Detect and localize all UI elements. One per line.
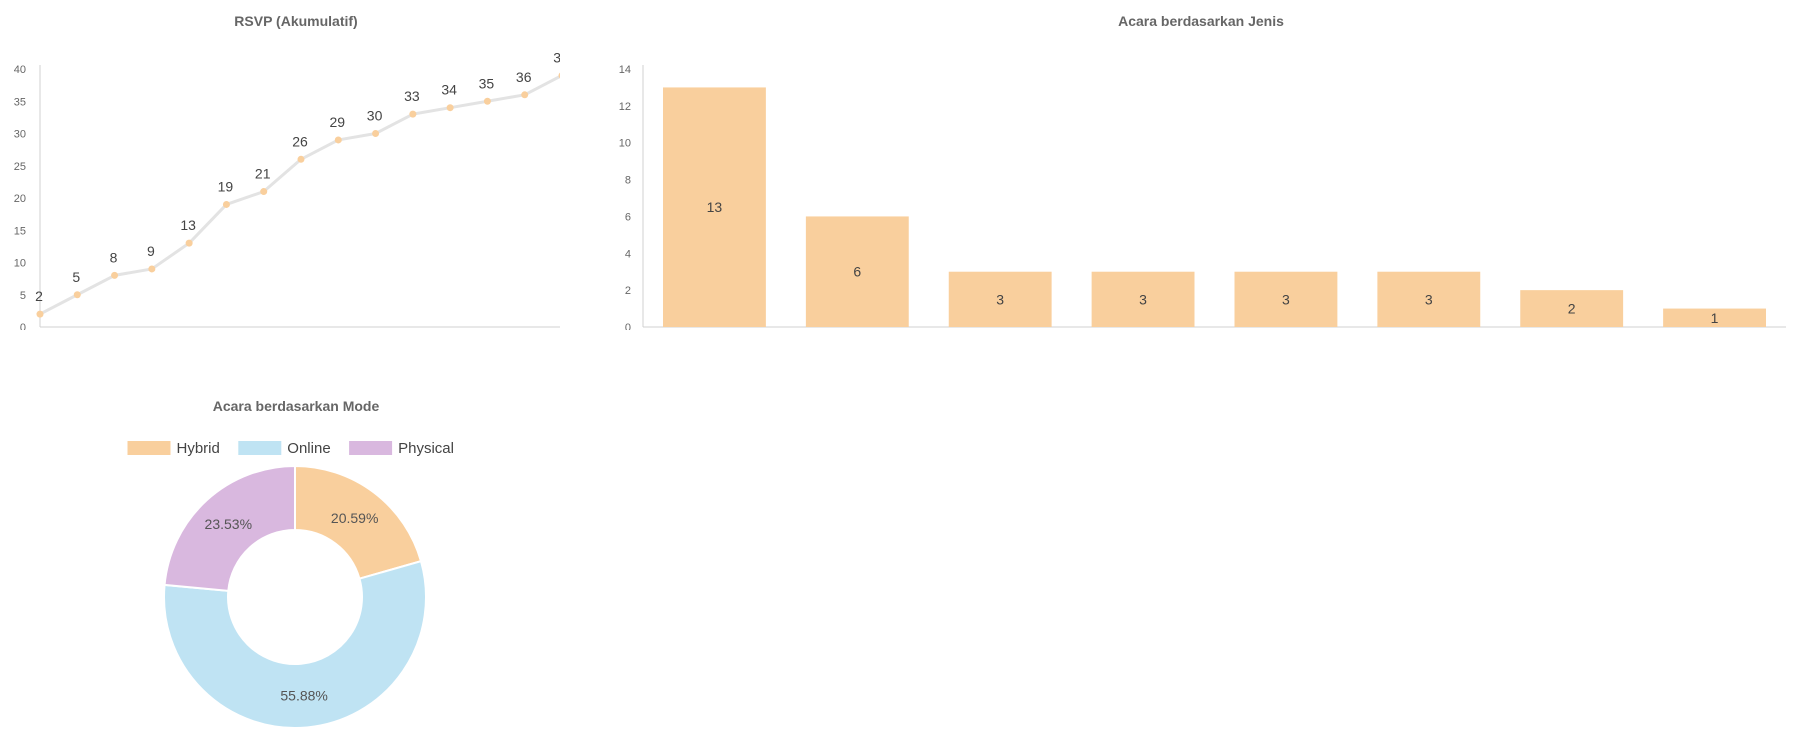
y-tick-label: 10 [619, 138, 631, 150]
y-tick-label: 12 [619, 101, 631, 113]
rsvp-data-label: 13 [180, 217, 196, 233]
y-tick-label: 0 [625, 322, 631, 330]
rsvp-data-label: 21 [255, 166, 271, 182]
event-mode-chart-title: Acara berdasarkan Mode [213, 398, 380, 414]
rsvp-data-label: 29 [329, 114, 345, 130]
rsvp-data-label: 9 [147, 243, 155, 259]
legend-label-hybrid: Hybrid [177, 440, 220, 457]
rsvp-data-point [558, 72, 560, 79]
y-tick-label: 35 [14, 96, 26, 108]
event-type-bar [948, 271, 1052, 327]
rsvp-data-point [409, 110, 417, 118]
legend-swatch-physical [349, 441, 393, 455]
y-tick-label: 20 [14, 193, 26, 205]
rsvp-data-point [446, 104, 454, 112]
rsvp-data-label: 19 [218, 178, 234, 194]
rsvp-data-point [111, 271, 119, 279]
event-type-bar-value: 3 [1425, 291, 1433, 307]
event-type-bar [1377, 271, 1481, 327]
donut-slice-label: 23.53% [205, 516, 252, 532]
event-type-bar-value: 13 [707, 199, 723, 215]
donut-slice-hybrid [294, 464, 423, 580]
rsvp-data-point [222, 200, 230, 208]
y-tick-label: 4 [625, 248, 631, 260]
y-tick-label: 40 [14, 64, 26, 76]
rsvp-data-point [297, 155, 305, 163]
rsvp-data-label: 2 [35, 288, 43, 304]
rsvp-data-point [372, 130, 380, 137]
rsvp-data-label: 35 [479, 75, 495, 91]
y-tick-label: 2 [625, 285, 631, 297]
event-type-bar [663, 87, 766, 327]
event-type-bar [805, 216, 909, 327]
event-type-bar-value: 3 [1139, 291, 1147, 307]
event-type-bar [1091, 271, 1195, 327]
event-type-bar-value: 1 [1711, 310, 1719, 326]
y-tick-label: 30 [14, 129, 26, 141]
event-type-bar-value: 3 [996, 291, 1004, 307]
legend-swatch-online [238, 441, 282, 455]
rsvp-data-label: 5 [72, 269, 80, 285]
donut-slice-online [163, 559, 427, 729]
y-tick-label: 0 [20, 322, 26, 330]
donut-slice-label: 55.88% [280, 688, 327, 704]
rsvp-chart-title: RSVP (Akumulatif) [234, 13, 357, 29]
rsvp-line-chart: RSVP (Akumulatif) 0510152025303540Jan 1A… [14, 13, 560, 330]
rsvp-data-point [185, 239, 193, 247]
rsvp-data-point [334, 136, 342, 144]
rsvp-data-point [148, 265, 156, 273]
rsvp-data-point [73, 291, 81, 299]
event-type-bar-value: 2 [1568, 301, 1576, 317]
rsvp-data-point [521, 91, 529, 99]
rsvp-data-point [260, 188, 268, 196]
event-type-chart-title: Acara berdasarkan Jenis [1118, 13, 1284, 29]
donut-slice-label: 20.59% [331, 510, 378, 526]
event-type-bar-value: 6 [853, 264, 861, 280]
rsvp-data-label: 39 [553, 49, 560, 65]
y-tick-label: 10 [14, 258, 26, 270]
rsvp-data-point [483, 97, 491, 105]
y-tick-label: 5 [20, 290, 26, 302]
legend-label-physical: Physical [398, 440, 454, 457]
y-tick-label: 15 [14, 225, 26, 237]
event-type-bar [1663, 308, 1766, 327]
rsvp-data-label: 8 [110, 249, 118, 265]
event-type-bar [1234, 271, 1338, 327]
y-tick-label: 8 [625, 175, 631, 187]
legend-label-online: Online [287, 440, 330, 457]
y-tick-label: 6 [625, 211, 631, 223]
event-type-bar-value: 3 [1282, 291, 1290, 307]
rsvp-data-label: 36 [516, 69, 532, 85]
rsvp-data-label: 30 [367, 108, 383, 124]
rsvp-data-point [36, 310, 44, 318]
event-type-bar [1520, 290, 1624, 327]
y-tick-label: 25 [14, 161, 26, 173]
donut-slice-physical [163, 464, 296, 592]
rsvp-data-label: 33 [404, 88, 420, 104]
rsvp-data-label: 26 [292, 133, 308, 149]
legend-swatch-hybrid [127, 441, 171, 455]
rsvp-series-line [39, 74, 560, 316]
rsvp-data-label: 34 [441, 82, 457, 98]
y-tick-label: 14 [619, 64, 631, 76]
